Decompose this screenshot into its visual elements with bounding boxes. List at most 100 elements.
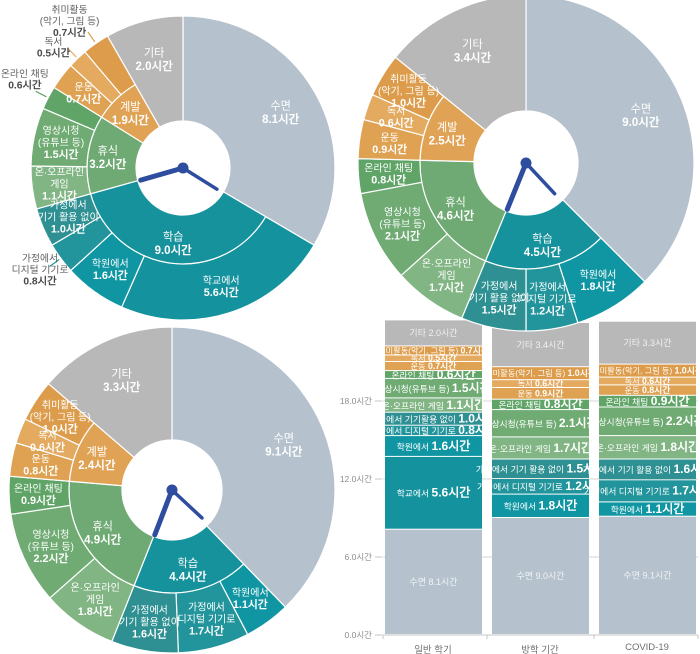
slice-label: 온·오프라인 게임 1.1시간 — [35, 167, 84, 203]
bar-segment-label: 기타 3.4시간 — [516, 340, 564, 350]
y-tick-label: 0.0시간 — [345, 630, 373, 640]
slice-label: 운동 0.7시간 — [66, 81, 101, 105]
slice-label: 수면 9.0시간 — [622, 103, 660, 130]
bar-segment-label: 온라인 채팅 0.9시간 — [605, 393, 689, 408]
bar-segment — [385, 398, 482, 412]
leader-line — [87, 31, 96, 43]
bar-segment-label: 영상시청(유튜브 등) 2.1시간 — [483, 415, 597, 430]
slice-label: 운동 0.8시간 — [23, 454, 58, 478]
bar-segment-label: 수면 9.0시간 — [516, 571, 564, 581]
slice-label: 가정에서 디지털 기기로 1.2시간 — [519, 282, 577, 318]
bar-segment-label: 취미활동(악기, 그림 등) 0.7시간 — [378, 344, 489, 355]
bar-segment-label: 영상시청(유튜브 등) 1.5시간 — [376, 380, 490, 395]
slice-label: 온라인 채팅 0.8시간 — [364, 162, 413, 186]
slice-label: 영상시청 (유튜브 등) 2.1시간 — [379, 207, 425, 243]
bar-segment — [385, 436, 482, 456]
slice-label: 취미활동 (악기, 그림 등) 1.0시간 — [378, 73, 439, 110]
bar-segment-label: 운동 0.9시간 — [518, 387, 564, 398]
clock-hands-icon — [152, 484, 204, 538]
bar-segment — [599, 516, 696, 634]
slice-label: 독서 0.6시간 — [30, 430, 65, 454]
slice-label: 가정에서 기기 활용 없이 1.5시간 — [469, 281, 530, 317]
slice-label: 가정에서 디지털 기기로 1.7시간 — [177, 602, 235, 638]
slice-label: 계발 1.9시간 — [112, 101, 150, 128]
bar-segment-label: 온·오프라인 게임 1.1시간 — [382, 397, 485, 412]
bar-segment-label: 온·오프라인 게임 1.7시간 — [489, 440, 592, 455]
x-category-label: 방학 기간 — [521, 645, 559, 654]
slice-label: 학습 4.4시간 — [169, 557, 207, 584]
sunburst-slice — [47, 326, 173, 459]
leader-line — [49, 259, 60, 268]
bar-segment — [599, 395, 696, 407]
slice-label: 학원에서 1.6시간 — [92, 258, 129, 282]
bar-segment-label: 취미활동(악기, 그림 등) 1.0시간 — [485, 367, 596, 378]
bar-segment-label: 독서 0.6시간 — [518, 378, 564, 389]
bar-segment — [385, 320, 482, 346]
slice-label: 독서 0.5시간 — [37, 36, 71, 60]
clock-hands-icon — [138, 162, 219, 191]
bar-segment — [385, 456, 482, 529]
slice-label: 학원에서 1.1시간 — [232, 587, 269, 611]
sunburst-slice — [182, 15, 336, 246]
bar-segment-label: 영상시청(유튜브 등) 2.2시간 — [590, 413, 700, 428]
bar-segment — [492, 410, 589, 437]
slice-label: 취미활동 (악기, 그림 등) 0.7시간 — [40, 3, 100, 39]
bar-segment-label: 기타 3.3시간 — [623, 338, 671, 348]
bar-segment-label: 운동 0.7시간 — [411, 360, 457, 371]
bar-segment-label: 온·오프라인 게임 1.8시간 — [596, 439, 699, 454]
slice-label: 휴식 3.2시간 — [89, 145, 127, 172]
slice-label: 수면 8.1시간 — [262, 100, 300, 127]
bar-segment — [385, 346, 482, 355]
bar-segment — [492, 380, 589, 387]
slice-label: 계발 2.4시간 — [78, 446, 116, 473]
bar-segment — [599, 407, 696, 436]
bar-segment-label: 가정에서 기기 활용 없이 1.6시간 — [583, 461, 700, 476]
bar-segment — [385, 371, 482, 378]
bar-segment-label: 가정에서 디지털 기기로 0.8시간 — [370, 422, 497, 437]
bar-segment — [599, 377, 696, 385]
slice-label: 온라인 채팅 0.6시간 — [1, 68, 49, 92]
leader-line — [35, 90, 47, 98]
bar-segment — [599, 459, 696, 480]
y-tick-label: 6.0시간 — [345, 552, 373, 562]
slice-label: 운동 0.9시간 — [372, 132, 407, 156]
bar-segment — [492, 367, 589, 380]
bar-segment — [599, 321, 696, 364]
slice-label: 영상시청 (유튜브 등) 2.2시간 — [28, 529, 74, 565]
leader-line — [67, 47, 77, 58]
slice-label: 가정에서 디지털 기기로 0.8시간 — [12, 252, 69, 287]
sunburst-slice — [106, 15, 184, 129]
slice-label: 계발 2.5시간 — [429, 121, 467, 148]
bar-segment — [599, 480, 696, 502]
bar-segment — [385, 355, 482, 361]
slice-label: 독서 0.6시간 — [379, 106, 414, 130]
x-category-label: COVID-19 — [625, 642, 669, 653]
slice-label: 학교에서 5.6시간 — [203, 275, 240, 299]
slice-label: 학원에서 1.8시간 — [580, 269, 617, 293]
bar-segment-label: 운동 0.8시간 — [625, 384, 671, 395]
slice-label: 학습 4.5시간 — [524, 233, 562, 260]
bar-segment-label: 온라인 채팅 0.8시간 — [498, 396, 582, 411]
bar-segment — [492, 437, 589, 459]
slice-label: 온·오프라인 게임 1.8시간 — [70, 582, 119, 618]
bar-segment-label: 독서 0.5시간 — [411, 352, 457, 363]
bar-segment — [385, 378, 482, 398]
bar-segment — [599, 385, 696, 395]
slice-label: 휴식 4.6시간 — [437, 196, 475, 223]
bar-segment — [599, 502, 696, 516]
bar-segment-label: 수면 9.1시간 — [623, 571, 671, 581]
slice-label: 영상시청 (유튜브 등) 1.5시간 — [38, 125, 84, 161]
slice-label: 수면 9.1시간 — [265, 432, 303, 459]
slice-label: 기타 3.4시간 — [454, 38, 492, 65]
bar-segment-label: 가정에서 기기활용 없이 1.0시간 — [370, 411, 497, 426]
bar-segment — [492, 494, 589, 517]
bar-segment-label: 가정에서 디지털 기기로 1.7시간 — [584, 483, 700, 498]
bar-segment-label: 수면 8.1시간 — [409, 577, 457, 587]
bar-segment — [492, 459, 589, 478]
bar-segment — [492, 518, 589, 634]
bar-segment — [385, 529, 482, 634]
y-tick-label: 12.0시간 — [340, 474, 372, 484]
